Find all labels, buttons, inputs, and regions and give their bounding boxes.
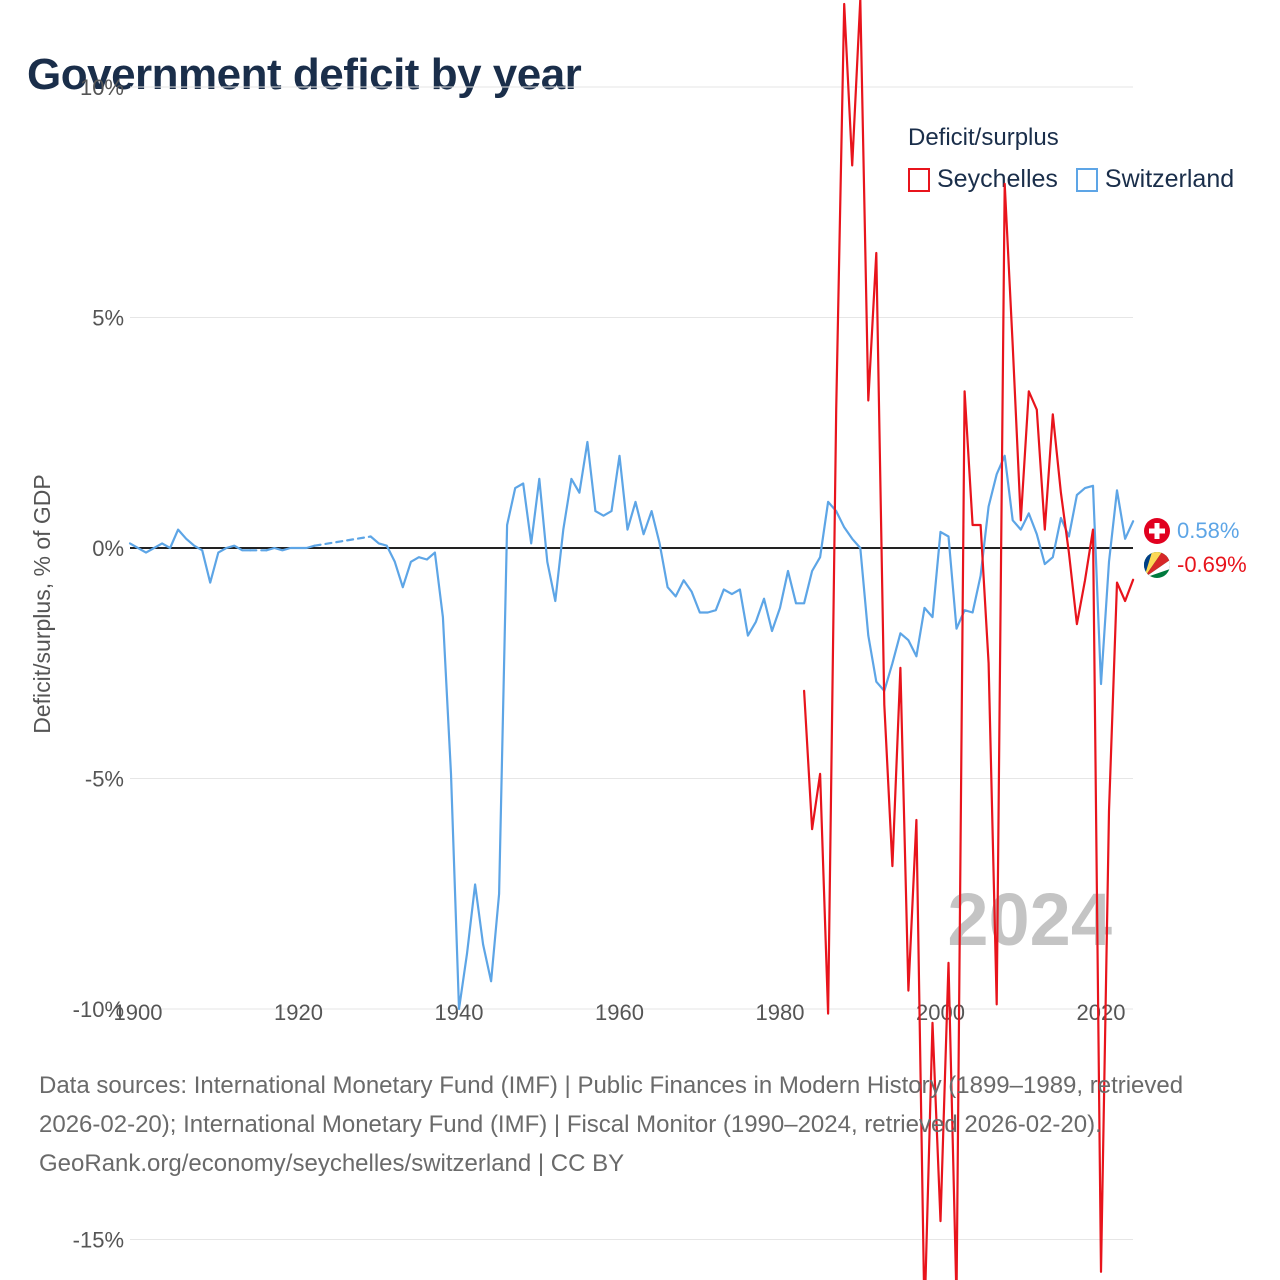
end-value-seychelles: -0.69% bbox=[1177, 552, 1247, 577]
series-line-switzerland bbox=[265, 544, 316, 552]
data-sources: Data sources: International Monetary Fun… bbox=[39, 1072, 1184, 1138]
legend-item-switzerland[interactable]: Switzerland bbox=[1075, 165, 1235, 194]
x-tick-label: 1920 bbox=[274, 1000, 323, 1025]
series-line-switzerland bbox=[369, 440, 1135, 1011]
credit-link[interactable]: GeoRank.org/economy/seychelles/switzerla… bbox=[39, 1150, 625, 1177]
switzerland-flag-icon bbox=[1144, 518, 1170, 544]
y-tick-label: -15% bbox=[73, 1228, 124, 1253]
year-watermark: 2024 bbox=[947, 878, 1112, 961]
footer: Data sources: International Monetary Fun… bbox=[39, 1066, 1239, 1183]
chart-title: Government deficit by year bbox=[27, 50, 582, 99]
x-tick-label: 2020 bbox=[1077, 1000, 1126, 1025]
end-value-switzerland: 0.58% bbox=[1177, 518, 1239, 543]
legend-label-switzerland: Switzerland bbox=[1104, 165, 1235, 193]
legend-swatch-seychelles bbox=[908, 167, 930, 192]
grid bbox=[130, 86, 1133, 1240]
y-tick-label: -10% bbox=[73, 997, 124, 1022]
series-line-switzerland bbox=[313, 535, 372, 547]
series-line-seychelles bbox=[803, 0, 1135, 1280]
x-axis-ticks: 1900 1920 1940 1960 1980 2000 2020 bbox=[114, 1000, 1126, 1025]
y-tick-label: 0% bbox=[92, 536, 124, 561]
y-tick-label: -5% bbox=[85, 767, 124, 792]
legend-swatch-switzerland bbox=[1075, 167, 1098, 192]
y-axis-label: Deficit/surplus, % of GDP bbox=[29, 474, 55, 733]
legend-item-seychelles[interactable]: Seychelles bbox=[908, 165, 1058, 194]
series bbox=[128, 0, 1135, 1280]
x-tick-label: 2000 bbox=[916, 1000, 965, 1025]
y-axis-ticks: 10% 5% 0% -5% -10% -15% bbox=[73, 75, 124, 1253]
y-tick-label: 5% bbox=[92, 306, 124, 331]
x-tick-label: 1980 bbox=[756, 1000, 805, 1025]
x-tick-label: 1900 bbox=[114, 1000, 163, 1025]
legend-title: Deficit/surplus bbox=[908, 124, 1059, 151]
x-tick-label: 1960 bbox=[595, 1000, 644, 1025]
series-line-switzerland bbox=[128, 528, 252, 584]
seychelles-flag-icon bbox=[1144, 552, 1170, 578]
legend-label-seychelles: Seychelles bbox=[937, 165, 1058, 193]
y-tick-label: 10% bbox=[80, 75, 124, 100]
legend: Seychelles Switzerland bbox=[908, 165, 1234, 194]
